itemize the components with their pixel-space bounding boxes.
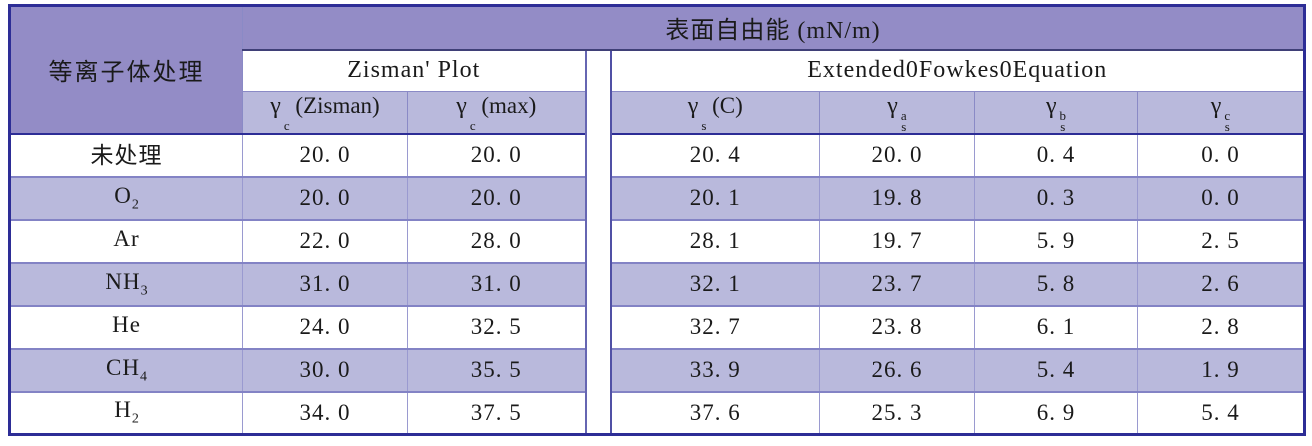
value-cell: 20. 0	[407, 175, 586, 221]
table-row-ar: Ar 22. 0 28. 0 28. 1 19. 7 5. 9 2. 5	[9, 218, 1305, 264]
value-cell: 5. 8	[974, 261, 1138, 307]
row-label: H2	[9, 390, 243, 436]
value-cell: 0. 3	[974, 175, 1138, 221]
gamma-symbol: γ	[456, 93, 467, 120]
value-cell: 30. 0	[242, 347, 408, 393]
value-cell: 33. 9	[610, 347, 820, 393]
value-cell: 5. 4	[1137, 390, 1305, 436]
value-cell: 20. 1	[610, 175, 820, 221]
value-cell: 5. 9	[974, 218, 1138, 264]
gamma-symbol: γ	[687, 93, 699, 120]
value-cell: 2. 6	[1137, 261, 1305, 307]
table-row-ch4: CH4 30. 0 35. 5 33. 9 26. 6 5. 4 1. 9	[9, 347, 1305, 393]
value-cell: 0. 4	[974, 132, 1138, 178]
group-header-row: Zisman' Plot Extended0Fowkes0Equation	[10, 48, 1305, 435]
table-row-h2: H2 34. 0 37. 5 37. 6 25. 3 6. 9 5. 4	[9, 390, 1305, 436]
value-cell: 2. 5	[1137, 218, 1305, 264]
table-title-label: 表面自由能 (mN/m)	[665, 18, 881, 45]
value-cell: 1. 9	[1137, 347, 1305, 393]
row-label: Ar	[9, 218, 243, 264]
title-row: 等离子体处理 表面自由能 (mN/m)	[9, 5, 1305, 135]
row-label-sub: 4	[139, 369, 147, 385]
value-cell: 31. 0	[407, 261, 586, 307]
col-header-rest: (C)	[706, 93, 743, 119]
row-label: CH4	[9, 347, 243, 393]
value-cell: 25. 3	[819, 390, 975, 436]
col-header-rest: (Zisman)	[289, 93, 380, 119]
table-row-nh3: NH3 31. 0 31. 0 32. 1 23. 7 5. 8 2. 6	[9, 261, 1305, 307]
value-cell: 20. 0	[407, 132, 586, 178]
value-cell: 23. 8	[819, 304, 975, 350]
value-cell: 20. 0	[819, 132, 975, 178]
gamma-symbol: γ	[887, 92, 898, 119]
group-zisman-label: Zisman' Plot	[347, 57, 481, 84]
value-cell: 32. 7	[610, 304, 820, 350]
value-cell: 23. 7	[819, 261, 975, 307]
row-header-label: 等离子体处理	[48, 60, 205, 87]
spacer-column	[584, 48, 612, 435]
value-cell: 19. 8	[819, 175, 975, 221]
table-row-untreated: 未处理 20. 0 20. 0 20. 4 20. 0 0. 4 0. 0	[9, 132, 1305, 178]
value-cell: 22. 0	[242, 218, 408, 264]
value-cell: 37. 6	[610, 390, 820, 436]
col-header-rest: (max)	[475, 93, 537, 119]
row-label-sub: 2	[131, 412, 139, 428]
value-cell: 28. 1	[610, 218, 820, 264]
table-row-he: He 24. 0 32. 5 32. 7 23. 8 6. 1 2. 8	[9, 304, 1305, 350]
value-cell: 0. 0	[1137, 175, 1305, 221]
value-cell: 32. 5	[407, 304, 586, 350]
value-cell: 0. 0	[1137, 132, 1305, 178]
value-cell: 35. 5	[407, 347, 586, 393]
row-label: NH3	[9, 261, 243, 307]
group-extended-label: Extended0Fowkes0Equation	[807, 57, 1108, 84]
row-label-sub: 2	[131, 197, 139, 213]
table-title: 表面自由能 (mN/m)	[242, 5, 1305, 51]
value-cell: 37. 5	[407, 390, 586, 436]
value-cell: 20. 0	[242, 132, 408, 178]
gamma-symbol: γ	[270, 93, 281, 120]
group-extended-fowkes: Extended0Fowkes0Equation	[610, 49, 1305, 92]
value-cell: 5. 4	[974, 347, 1138, 393]
value-cell: 34. 0	[242, 390, 408, 436]
value-cell: 2. 8	[1137, 304, 1305, 350]
value-cell: 26. 6	[819, 347, 975, 393]
gamma-script: s	[701, 118, 707, 134]
value-cell: 28. 0	[407, 218, 586, 264]
value-cell: 24. 0	[242, 304, 408, 350]
surface-free-energy-table: 等离子体处理 表面自由能 (mN/m) Zisman' Plot Extende…	[8, 4, 1306, 436]
gamma-symbol: γ	[1045, 92, 1057, 119]
value-cell: 32. 1	[610, 261, 820, 307]
gamma-script: c	[469, 118, 476, 134]
row-label: 未处理	[9, 132, 243, 178]
value-cell: 19. 7	[819, 218, 975, 264]
row-label-sub: 3	[140, 283, 148, 299]
row-label: O2	[9, 175, 243, 221]
row-label: He	[9, 304, 243, 350]
group-zisman-plot: Zisman' Plot	[242, 49, 586, 92]
value-cell: 6. 1	[974, 304, 1138, 350]
value-cell: 20. 4	[610, 132, 820, 178]
value-cell: 6. 9	[974, 390, 1138, 436]
gamma-script: c	[283, 118, 290, 134]
value-cell: 20. 0	[242, 175, 408, 221]
table-row-o2: O2 20. 0 20. 0 20. 1 19. 8 0. 3 0. 0	[9, 175, 1305, 221]
gamma-symbol: γ	[1210, 92, 1222, 119]
value-cell: 31. 0	[242, 261, 408, 307]
row-header-cell: 等离子体处理	[9, 5, 243, 135]
